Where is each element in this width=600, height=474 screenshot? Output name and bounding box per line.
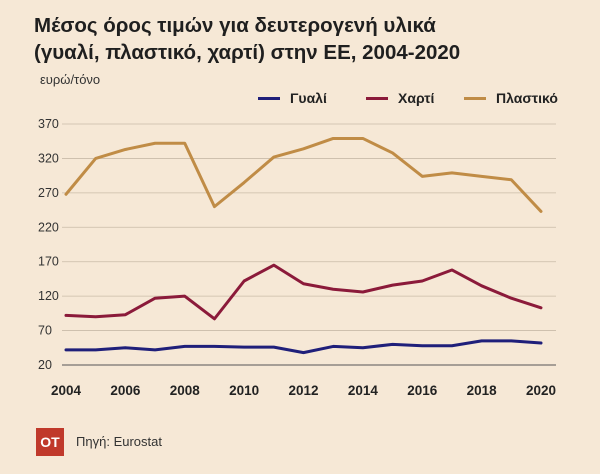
- x-tick-label: 2010: [229, 383, 259, 398]
- legend-item-plastic: Πλαστικό: [464, 90, 558, 106]
- series-line-1: [64, 263, 543, 321]
- x-tick-label: 2014: [348, 383, 379, 398]
- ot-logo: OT: [36, 428, 64, 456]
- y-tick-label: 220: [38, 220, 59, 234]
- y-tick-label: 370: [38, 117, 59, 131]
- x-tick-label: 2006: [110, 383, 141, 398]
- y-axis-unit-label: ευρώ/τόνο: [40, 72, 101, 87]
- legend-item-paper: Χαρτί: [366, 90, 434, 106]
- y-tick-label: 270: [38, 186, 59, 200]
- legend-label-glass: Γυαλί: [290, 90, 327, 106]
- series-line-0: [64, 339, 543, 355]
- x-tick-label: 2008: [170, 383, 201, 398]
- chart-legend: Γυαλί Χαρτί Πλαστικό: [0, 90, 600, 110]
- x-tick-label: 2012: [288, 383, 318, 398]
- y-tick-label: 70: [38, 324, 52, 338]
- x-tick-label: 2020: [526, 383, 556, 398]
- x-tick-label: 2016: [407, 383, 438, 398]
- chart-title: Μέσος όρος τιμών για δευτερογενή υλικά (…: [34, 14, 461, 64]
- y-tick-label: 320: [38, 151, 59, 165]
- y-tick-label: 120: [38, 289, 59, 303]
- series-line-2: [64, 136, 543, 213]
- x-tick-label: 2004: [51, 383, 82, 398]
- legend-label-plastic: Πλαστικό: [496, 90, 558, 106]
- legend-label-paper: Χαρτί: [398, 90, 435, 106]
- legend-swatch-plastic: [464, 96, 486, 100]
- legend-swatch-paper: [366, 96, 388, 100]
- legend-swatch-glass: [258, 96, 280, 100]
- y-tick-label: 20: [38, 358, 52, 372]
- legend-item-glass: Γυαλί: [258, 90, 327, 106]
- y-tick-label: 170: [38, 255, 59, 269]
- source-note: Πηγή: Eurostat: [76, 434, 162, 449]
- x-tick-label: 2018: [467, 383, 498, 398]
